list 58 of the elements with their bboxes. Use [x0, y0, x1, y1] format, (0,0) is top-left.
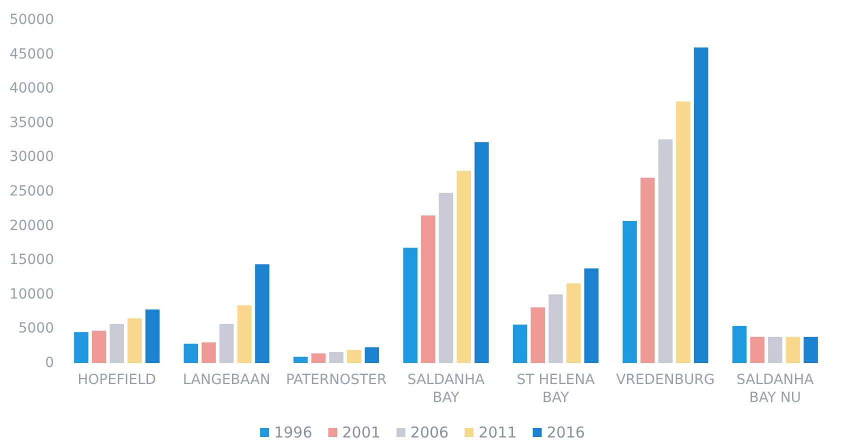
y-tick-label: 20000 [9, 218, 54, 234]
bar [750, 336, 764, 363]
bar [804, 336, 818, 363]
bar [346, 350, 362, 363]
x-tick-label: SALDANHA BAY NU [736, 372, 814, 406]
bar [110, 324, 124, 363]
bar [512, 324, 528, 363]
y-tick-label: 10000 [9, 286, 54, 302]
y-tick-label: 15000 [9, 252, 54, 268]
bar [676, 102, 690, 363]
bar [128, 318, 142, 363]
bar [364, 347, 380, 363]
bar [311, 353, 326, 363]
bar [438, 192, 454, 363]
bar [421, 216, 436, 363]
bar [255, 264, 270, 363]
bar [219, 324, 234, 363]
y-tick-label: 25000 [9, 184, 54, 200]
bar [474, 142, 489, 363]
y-tick-label: 35000 [9, 114, 54, 131]
x-tick-label: SALDANHA BAY [407, 372, 486, 406]
y-tick-label: 5000 [18, 320, 54, 337]
x-tick-label: LANGEBAAN [182, 372, 270, 388]
bar [329, 352, 344, 363]
y-tick-label: 50000 [9, 12, 54, 28]
bar [74, 332, 88, 363]
bar [202, 342, 216, 363]
bar [566, 283, 581, 363]
y-tick-label: 40000 [9, 80, 54, 97]
bar [640, 178, 655, 363]
bar [237, 305, 252, 363]
y-tick-label: 30000 [9, 149, 54, 166]
bar [658, 139, 673, 363]
x-tick-label: VREDENBURG [616, 372, 715, 388]
bar [403, 248, 418, 363]
legend-label: 1996 [274, 424, 312, 442]
bar [694, 47, 708, 363]
bar [92, 330, 106, 363]
legend-label: 2001 [342, 424, 380, 442]
x-tick-label: HOPEFIELD [78, 372, 156, 388]
bar [293, 356, 308, 363]
y-tick-label: 0 [45, 355, 54, 371]
bar [145, 309, 160, 363]
legend-label: 2011 [478, 424, 517, 442]
bar [584, 268, 599, 363]
x-tick-label: ST HELENA BAY [516, 372, 596, 406]
y-tick-label: 45000 [9, 46, 54, 62]
x-tick-label: PATERNOSTER [286, 372, 387, 388]
bar [456, 170, 471, 363]
bar [548, 294, 563, 363]
bar [530, 307, 546, 363]
bar [732, 326, 747, 363]
bar [622, 221, 637, 363]
bar [768, 336, 782, 363]
bar [786, 336, 800, 363]
legend-label: 2006 [410, 424, 449, 442]
bar [184, 344, 198, 363]
legend-label: 2016 [546, 424, 585, 442]
